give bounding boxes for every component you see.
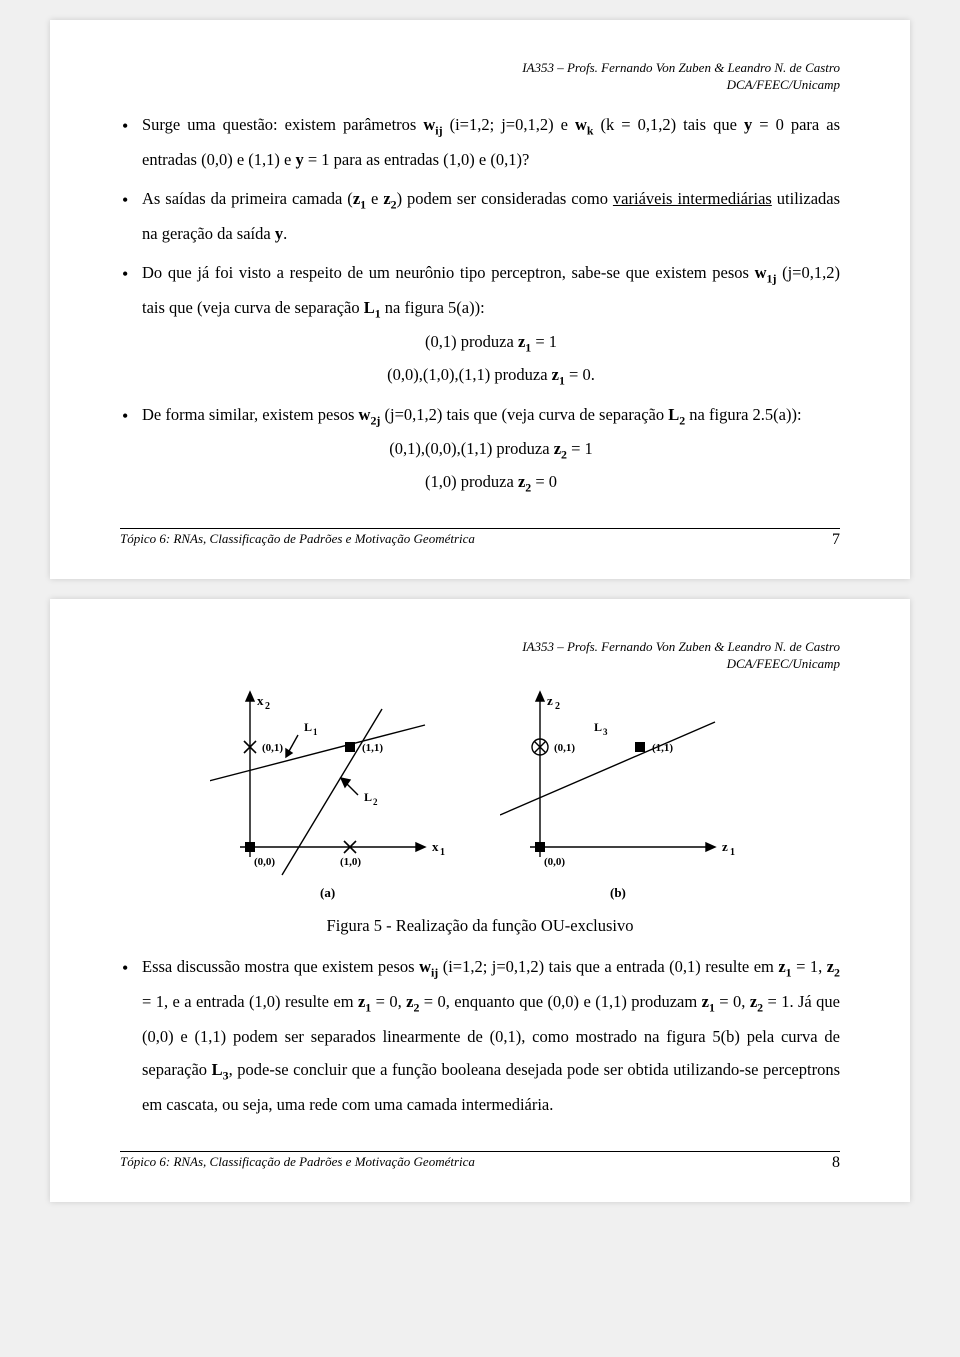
page-number-2: 8 bbox=[832, 1154, 840, 1172]
bullet-3: Do que já foi visto a respeito de um neu… bbox=[120, 256, 840, 392]
equation-4: (1,0) produza z2 = 0 bbox=[142, 466, 840, 499]
figure-5: x2 x1 L1 L2 (0,1) (1,1) (0,0) (1,0) (a) bbox=[120, 687, 840, 912]
point-00-square bbox=[245, 842, 255, 852]
equation-2: (0,0),(1,0),(1,1) produza z1 = 0. bbox=[142, 359, 840, 392]
equation-3: (0,1),(0,0),(1,1) produza z2 = 1 bbox=[142, 433, 840, 466]
point-00-square-b bbox=[535, 842, 545, 852]
svg-text:1: 1 bbox=[730, 847, 735, 858]
svg-text:2: 2 bbox=[555, 701, 560, 712]
page-footer-2: Tópico 6: RNAs, Classificação de Padrões… bbox=[120, 1151, 840, 1172]
header-line-1b: IA353 – Profs. Fernando Von Zuben & Lean… bbox=[522, 639, 840, 654]
svg-text:(1,1): (1,1) bbox=[362, 742, 383, 754]
svg-text:z: z bbox=[547, 693, 553, 708]
svg-text:(0,0): (0,0) bbox=[544, 856, 565, 868]
svg-text:2: 2 bbox=[373, 797, 378, 807]
figure-5-caption: Figura 5 - Realização da função OU-exclu… bbox=[120, 916, 840, 936]
equation-1: (0,1) produza z1 = 1 bbox=[142, 326, 840, 359]
bullet-list-1: Surge uma questão: existem parâmetros wi… bbox=[120, 108, 840, 499]
svg-text:z: z bbox=[722, 839, 728, 854]
page-number: 7 bbox=[832, 531, 840, 549]
svg-text:x: x bbox=[432, 839, 439, 854]
svg-text:3: 3 bbox=[603, 727, 608, 737]
figure-5-panel-a: x2 x1 L1 L2 (0,1) (1,1) (0,0) (1,0) (a) bbox=[210, 687, 460, 912]
page-8: IA353 – Profs. Fernando Von Zuben & Lean… bbox=[50, 599, 910, 1202]
svg-text:(0,1): (0,1) bbox=[554, 742, 575, 754]
svg-text:(0,1): (0,1) bbox=[262, 742, 283, 754]
page-7: IA353 – Profs. Fernando Von Zuben & Lean… bbox=[50, 20, 910, 579]
footer-text: Tópico 6: RNAs, Classificação de Padrões… bbox=[120, 531, 475, 549]
header-line-2b: DCA/FEEC/Unicamp bbox=[727, 656, 840, 671]
page-header-2: IA353 – Profs. Fernando Von Zuben & Lean… bbox=[120, 639, 840, 673]
footer-text-2: Tópico 6: RNAs, Classificação de Padrões… bbox=[120, 1154, 475, 1172]
svg-text:(1,1): (1,1) bbox=[652, 742, 673, 754]
bullet-5: Essa discussão mostra que existem pesos … bbox=[120, 950, 840, 1121]
svg-text:L: L bbox=[594, 720, 602, 734]
bullet-1: Surge uma questão: existem parâmetros wi… bbox=[120, 108, 840, 176]
bullet-4: De forma similar, existem pesos w2j (j=0… bbox=[120, 398, 840, 499]
header-line-1: IA353 – Profs. Fernando Von Zuben & Lean… bbox=[522, 60, 840, 75]
page-footer: Tópico 6: RNAs, Classificação de Padrões… bbox=[120, 528, 840, 549]
svg-text:2: 2 bbox=[265, 701, 270, 712]
page-header: IA353 – Profs. Fernando Von Zuben & Lean… bbox=[120, 60, 840, 94]
svg-text:1: 1 bbox=[440, 847, 445, 858]
point-11-square-b bbox=[635, 742, 645, 752]
bullet-2: As saídas da primeira camada (z1 e z2) p… bbox=[120, 182, 840, 250]
svg-text:L: L bbox=[364, 790, 372, 804]
svg-text:(0,0): (0,0) bbox=[254, 856, 275, 868]
svg-text:(a): (a) bbox=[320, 885, 335, 900]
svg-text:(b): (b) bbox=[610, 885, 626, 900]
svg-text:1: 1 bbox=[313, 727, 318, 737]
point-11-square bbox=[345, 742, 355, 752]
svg-text:(1,0): (1,0) bbox=[340, 856, 361, 868]
figure-5-panel-b: z2 z1 L3 (0,1) (1,1) (0,0) (b) bbox=[500, 687, 750, 912]
bullet-list-2: Essa discussão mostra que existem pesos … bbox=[120, 950, 840, 1121]
svg-text:x: x bbox=[257, 693, 264, 708]
svg-text:L: L bbox=[304, 720, 312, 734]
header-line-2: DCA/FEEC/Unicamp bbox=[727, 77, 840, 92]
